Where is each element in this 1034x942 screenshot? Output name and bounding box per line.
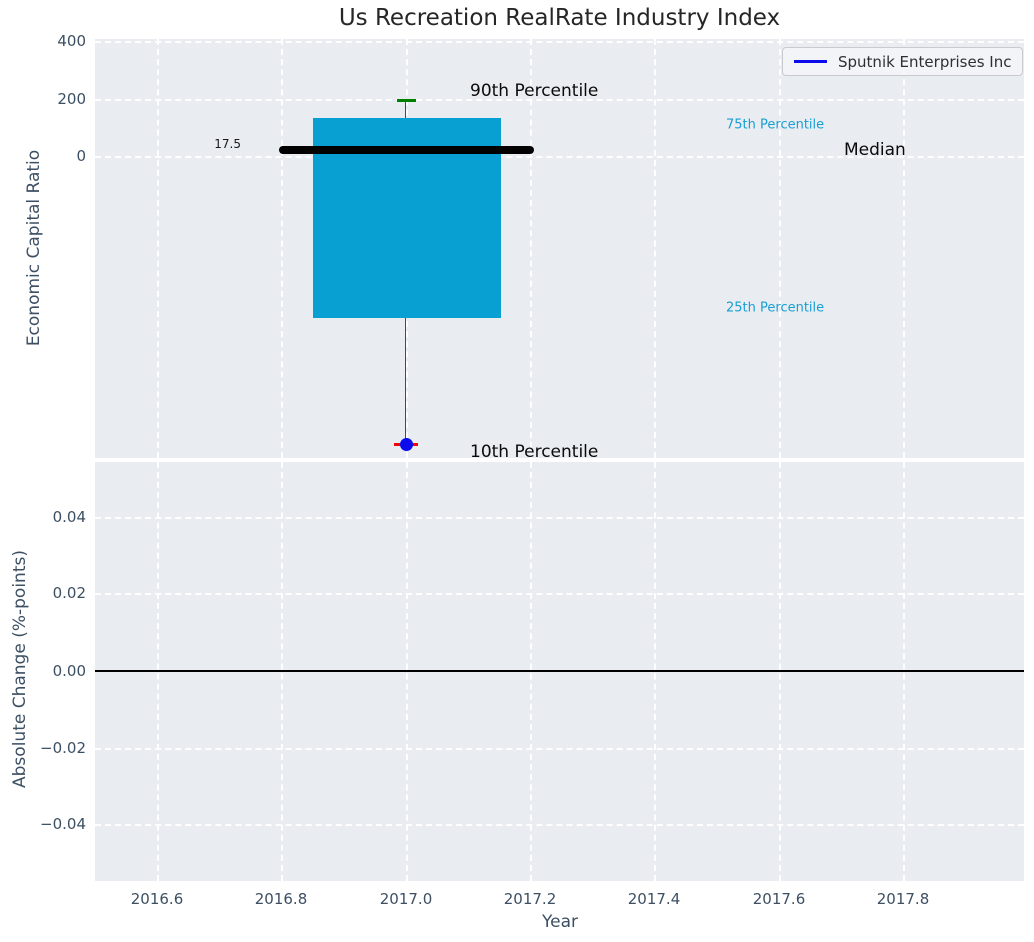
xtick-label: 2016.8	[254, 890, 308, 908]
gridline-horizontal	[95, 517, 1024, 519]
gridline-horizontal	[95, 748, 1024, 750]
annotation-10th-percentile: 10th Percentile	[470, 442, 599, 462]
xtick-label: 2017.2	[503, 890, 557, 908]
gridline-vertical	[281, 39, 283, 458]
ytick-label: 400	[57, 32, 86, 50]
bottom-subplot	[95, 462, 1024, 881]
median-value-label: 17.5	[214, 137, 241, 151]
top-subplot: 17.5 90th Percentile 75th Percentile Med…	[95, 39, 1024, 462]
ytick-label: −0.02	[40, 739, 86, 757]
gridline-vertical	[779, 39, 781, 458]
ytick-label: −0.04	[40, 815, 86, 833]
gridline-vertical	[157, 39, 159, 458]
zero-reference-line	[95, 670, 1024, 672]
xtick-label: 2017.8	[876, 890, 930, 908]
ytick-label: 0	[76, 147, 86, 165]
bottom-y-axis-label: Absolute Change (%-points)	[10, 550, 30, 788]
x-axis-label: Year	[542, 912, 578, 932]
gridline-vertical	[903, 39, 905, 458]
top-y-axis-label: Economic Capital Ratio	[24, 149, 44, 347]
median-line	[279, 146, 534, 154]
xtick-label: 2017.6	[752, 890, 806, 908]
ytick-label: 0.04	[52, 508, 86, 526]
ytick-label: 200	[57, 90, 86, 108]
ytick-label: 0.02	[52, 584, 86, 602]
legend-line-sample	[794, 60, 827, 63]
gridline-horizontal	[95, 41, 1024, 43]
legend-label: Sputnik Enterprises Inc	[838, 52, 1012, 71]
chart-title: Us Recreation RealRate Industry Index	[338, 5, 781, 31]
90th-percentile-cap	[397, 99, 416, 102]
xtick-label: 2017.0	[379, 890, 433, 908]
xtick-label: 2016.6	[130, 890, 184, 908]
annotation-90th-percentile: 90th Percentile	[470, 81, 599, 101]
annotation-25th-percentile: 25th Percentile	[726, 300, 825, 316]
gridline-horizontal	[95, 156, 1024, 158]
annotation-median: Median	[844, 140, 906, 160]
gridline-vertical	[654, 39, 656, 458]
gridline-horizontal	[95, 824, 1024, 826]
ytick-label: 0.00	[52, 662, 86, 680]
annotation-75th-percentile: 75th Percentile	[726, 117, 825, 133]
xtick-label: 2017.4	[627, 890, 681, 908]
company-data-point	[400, 438, 413, 451]
legend: Sputnik Enterprises Inc	[782, 47, 1024, 76]
gridline-vertical	[530, 39, 532, 458]
gridline-horizontal	[95, 593, 1024, 595]
gridline-horizontal	[95, 99, 1024, 101]
